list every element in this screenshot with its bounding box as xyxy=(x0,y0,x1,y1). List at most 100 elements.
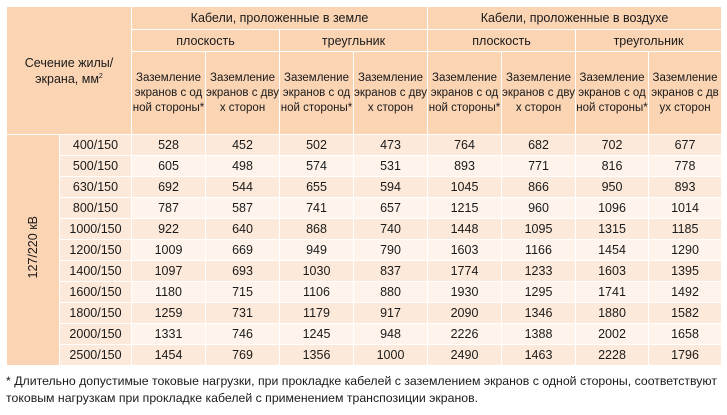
value-cell: 922 xyxy=(131,218,206,240)
value-cell: 1880 xyxy=(575,302,649,324)
group-header-ground: Кабели, проложенные в земле xyxy=(131,6,428,30)
value-cell: 640 xyxy=(205,218,280,240)
group-header-air: Кабели, проложенные в воздухе xyxy=(426,6,723,30)
voltage-label: 127/220 кВ xyxy=(26,216,40,279)
value-cell: 731 xyxy=(205,302,280,324)
value-cell: 1395 xyxy=(647,260,723,282)
value-cell: 693 xyxy=(205,260,280,282)
value-cell: 594 xyxy=(353,176,428,198)
value-cell: 1582 xyxy=(647,302,723,324)
value-cell: 502 xyxy=(279,134,354,156)
value-cell: 1106 xyxy=(279,281,354,303)
table-row: 500/150 605 498 574 531 893 771 816 778 xyxy=(7,155,723,177)
subgroup-header: плоскость xyxy=(131,29,280,52)
column-header: Заземление экранов с одной стороны* xyxy=(427,51,502,135)
column-header: Заземление экранов с двух сторон xyxy=(353,51,428,135)
table-row: 630/150 692 544 655 594 1045 866 950 893 xyxy=(7,176,723,198)
section-cell: 1800/150 xyxy=(59,302,132,324)
value-cell: 868 xyxy=(279,218,354,240)
value-cell: 1215 xyxy=(427,197,502,219)
column-header: Заземление экранов с двух сторон xyxy=(501,51,576,135)
value-cell: 1346 xyxy=(501,302,576,324)
corner-header: Сечение жилы/экрана, мм2 xyxy=(6,6,132,135)
table-row: 800/150 787 587 741 657 1215 960 1096 1014 xyxy=(7,197,723,219)
voltage-side-header: 127/220 кВ xyxy=(6,134,60,366)
value-cell: 1658 xyxy=(647,323,723,345)
section-cell: 1600/150 xyxy=(59,281,132,303)
value-cell: 587 xyxy=(205,197,280,219)
value-cell: 1454 xyxy=(131,344,206,366)
value-cell: 1179 xyxy=(279,302,354,324)
column-header: Заземление экранов с одной стороны* xyxy=(575,51,649,135)
value-cell: 677 xyxy=(647,134,723,156)
value-cell: 880 xyxy=(353,281,428,303)
value-cell: 2002 xyxy=(575,323,649,345)
value-cell: 771 xyxy=(501,155,576,177)
value-cell: 452 xyxy=(205,134,280,156)
table-row: 1200/150 1009 669 949 790 1603 1166 1454 1290 xyxy=(7,239,723,261)
column-header: Заземление экранов с одной стороны* xyxy=(279,51,354,135)
current-load-table: Сечение жилы/экрана, мм2 Кабели, проложе… xyxy=(6,6,723,366)
subgroup-header: плоскость xyxy=(427,29,576,52)
value-cell: 1796 xyxy=(647,344,723,366)
table-row: 127/220 кВ 400/150 528 452 502 473 764 682 702 67… xyxy=(6,134,723,366)
value-cell: 1166 xyxy=(501,239,576,261)
value-cell: 1603 xyxy=(575,260,649,282)
value-cell: 787 xyxy=(131,197,206,219)
section-cell: 2500/150 xyxy=(59,344,132,366)
value-cell: 778 xyxy=(647,155,723,177)
section-cell: 800/150 xyxy=(59,197,132,219)
value-cell: 1030 xyxy=(279,260,354,282)
value-cell: 682 xyxy=(501,134,576,156)
section-cell: 500/150 xyxy=(59,155,132,177)
value-cell: 1331 xyxy=(131,323,206,345)
value-cell: 544 xyxy=(205,176,280,198)
value-cell: 2228 xyxy=(575,344,649,366)
footnote: * Длительно допустимые токовые нагрузки,… xyxy=(6,374,717,405)
value-cell: 1185 xyxy=(647,218,723,240)
value-cell: 1290 xyxy=(647,239,723,261)
table-row: 1600/150 1180 715 1106 880 1930 1295 1741 1492 xyxy=(7,281,723,303)
value-cell: 1180 xyxy=(131,281,206,303)
table-row: 2000/150 1331 746 1245 948 2226 1388 2002 1658 xyxy=(7,323,723,345)
value-cell: 741 xyxy=(279,197,354,219)
value-cell: 866 xyxy=(501,176,576,198)
value-cell: 740 xyxy=(353,218,428,240)
column-header: Заземление экранов с одной стороны* xyxy=(131,51,206,135)
value-cell: 893 xyxy=(647,176,723,198)
value-cell: 837 xyxy=(353,260,428,282)
column-header: Заземление экранов с двух сторон xyxy=(647,51,723,135)
section-cell: 400/150 xyxy=(59,134,132,156)
section-cell: 630/150 xyxy=(59,176,132,198)
table-row: 2500/150 1454 769 1356 1000 2490 1463 2228 1796 xyxy=(7,344,723,366)
value-cell: 473 xyxy=(353,134,428,156)
value-cell: 657 xyxy=(353,197,428,219)
table-header: Сечение жилы/экрана, мм2 Кабели, проложе… xyxy=(6,6,723,135)
table-row: 1000/150 922 640 868 740 1448 1095 1315 1185 xyxy=(7,218,723,240)
value-cell: 746 xyxy=(205,323,280,345)
value-cell: 702 xyxy=(575,134,649,156)
value-cell: 1388 xyxy=(501,323,576,345)
table-row: 1800/150 1259 731 1179 917 2090 1346 1880 1582 xyxy=(7,302,723,324)
section-cell: 1200/150 xyxy=(59,239,132,261)
value-cell: 1097 xyxy=(131,260,206,282)
value-cell: 1000 xyxy=(353,344,428,366)
value-cell: 816 xyxy=(575,155,649,177)
value-cell: 950 xyxy=(575,176,649,198)
value-cell: 498 xyxy=(205,155,280,177)
corner-unit-sup: 2 xyxy=(98,72,103,80)
value-cell: 790 xyxy=(353,239,428,261)
value-cell: 1492 xyxy=(647,281,723,303)
table-body: 127/220 кВ 400/150 528 452 502 473 764 682 702 67… xyxy=(6,134,723,366)
value-cell: 893 xyxy=(427,155,502,177)
value-cell: 1014 xyxy=(647,197,723,219)
value-cell: 1245 xyxy=(279,323,354,345)
value-cell: 764 xyxy=(427,134,502,156)
value-cell: 1259 xyxy=(131,302,206,324)
corner-label: Сечение жилы/экрана, мм xyxy=(24,55,114,86)
section-cell: 1400/150 xyxy=(59,260,132,282)
value-cell: 605 xyxy=(131,155,206,177)
value-cell: 692 xyxy=(131,176,206,198)
subgroup-header: треугльник xyxy=(279,29,428,52)
value-cell: 1448 xyxy=(427,218,502,240)
